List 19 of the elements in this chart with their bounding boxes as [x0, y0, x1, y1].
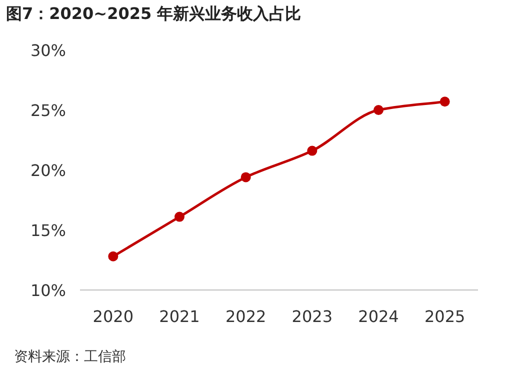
y-tick-label: 10%	[30, 281, 66, 300]
x-tick-label: 2021	[159, 307, 200, 326]
point	[108, 251, 118, 262]
x-tick-label: 2024	[358, 307, 399, 326]
point	[307, 146, 318, 156]
x-tick-label: 2022	[225, 307, 266, 326]
y-tick-label: 25%	[30, 101, 66, 120]
y-tick-label: 20%	[30, 161, 66, 180]
x-tick-label: 2020	[92, 307, 134, 326]
x-tick-label: 2023	[292, 307, 333, 326]
y-tick-label: 30%	[30, 41, 66, 60]
point	[174, 212, 184, 222]
point	[440, 96, 450, 107]
x-tick-label: 2025	[424, 307, 466, 326]
chart-title: 图7：2020~2025 年新兴业务收入占比	[6, 4, 302, 23]
point	[240, 172, 251, 182]
y-tick-label: 15%	[30, 221, 66, 240]
point	[374, 105, 384, 115]
text: 资料来源：工信部	[14, 349, 126, 365]
